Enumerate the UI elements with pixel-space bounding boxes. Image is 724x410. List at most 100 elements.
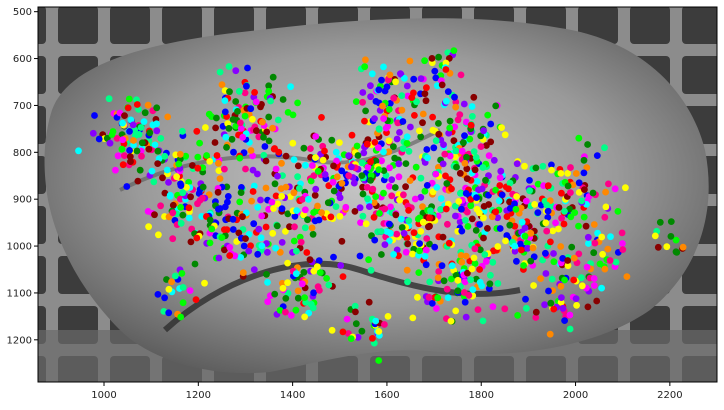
scatter-point	[216, 68, 224, 76]
scatter-point	[179, 189, 187, 197]
scatter-point	[442, 66, 450, 73]
scatter-point	[505, 185, 512, 193]
scatter-point	[367, 172, 375, 179]
scatter-point	[237, 119, 244, 127]
scatter-point	[237, 124, 245, 132]
scatter-point	[400, 191, 407, 199]
scatter-point	[470, 148, 478, 156]
scatter-point	[456, 169, 464, 177]
scatter-point	[151, 211, 158, 219]
scatter-point	[421, 90, 429, 98]
scatter-point	[328, 136, 336, 144]
scatter-point	[192, 296, 200, 303]
scatter-point	[182, 152, 190, 160]
scatter-point	[468, 265, 476, 273]
scatter-point	[247, 105, 255, 113]
scatter-point	[487, 271, 494, 279]
scatter-point	[359, 89, 367, 96]
scatter-point	[518, 218, 526, 226]
scatter-point	[348, 131, 356, 139]
scatter-point	[416, 127, 423, 135]
scatter-point	[471, 245, 479, 253]
scatter-point	[314, 202, 321, 210]
scatter-point	[433, 305, 440, 312]
scatter-point	[312, 154, 319, 162]
scatter-point	[297, 238, 305, 246]
scatter-point	[218, 81, 226, 88]
scatter-point	[589, 189, 597, 197]
scatter-point	[581, 186, 588, 194]
scatter-point	[407, 123, 414, 131]
scatter-point	[316, 287, 323, 294]
scatter-point	[428, 300, 436, 307]
scatter-point	[153, 104, 161, 112]
scatter-point	[532, 314, 540, 321]
scatter-point	[419, 119, 426, 127]
scatter-point	[547, 238, 554, 246]
scatter-point	[481, 251, 489, 258]
scatter-point	[484, 225, 491, 232]
x-tick-label: 2000	[563, 390, 588, 401]
scatter-point	[423, 235, 431, 242]
scatter-point	[293, 207, 301, 215]
scatter-point	[521, 232, 529, 240]
scatter-point	[336, 139, 343, 147]
scatter-point	[513, 193, 520, 200]
scatter-point	[370, 199, 378, 207]
scatter-point	[380, 148, 387, 156]
scatter-point	[378, 251, 385, 258]
scatter-point	[354, 333, 362, 341]
scatter-point	[557, 299, 565, 306]
scatter-point	[458, 258, 466, 266]
scatter-point	[384, 313, 392, 320]
scatter-point	[496, 182, 504, 189]
scatter-point	[572, 170, 580, 177]
scatter-point	[513, 160, 521, 168]
scatter-point	[575, 250, 583, 258]
scatter-point	[244, 64, 251, 72]
scatter-point	[206, 239, 214, 247]
scatter-point	[186, 287, 194, 294]
scatter-point	[417, 174, 425, 182]
scatter-point	[178, 270, 186, 277]
scatter-point	[558, 214, 565, 222]
scatter-point	[353, 142, 361, 150]
scatter-point	[591, 239, 599, 247]
scatter-point	[385, 106, 393, 113]
scatter-point	[269, 124, 276, 132]
scatter-point	[479, 317, 487, 325]
scatter-point	[506, 221, 514, 229]
scatter-point	[275, 148, 283, 156]
scatter-point	[153, 127, 161, 135]
scatter-point	[416, 240, 423, 248]
scatter-point	[375, 166, 383, 174]
scatter-point	[477, 143, 485, 151]
scatter-point	[392, 211, 400, 219]
scatter-point	[414, 293, 421, 301]
scatter-point	[203, 152, 211, 159]
scatter-point	[469, 113, 476, 120]
scatter-point	[567, 213, 575, 221]
scatter-point	[323, 275, 330, 282]
scatter-point	[165, 285, 173, 293]
scatter-point	[544, 214, 552, 221]
scatter-point	[513, 257, 520, 265]
scatter-point	[258, 101, 265, 108]
scatter-point	[543, 201, 551, 209]
scatter-point	[150, 178, 158, 186]
scatter-point	[354, 152, 362, 159]
y-tick-label: 600	[13, 54, 32, 65]
scatter-point	[294, 99, 301, 107]
scatter-point	[267, 97, 274, 105]
scatter-point	[437, 195, 445, 202]
scatter-point	[232, 67, 240, 75]
scatter-point	[282, 295, 290, 302]
scatter-point	[548, 275, 556, 283]
scatter-point	[514, 312, 521, 319]
scatter-point	[133, 147, 141, 155]
y-axis: 500 600 700 800 900 1000 1100 1200	[7, 7, 38, 346]
scatter-point	[409, 250, 416, 258]
scatter-point	[130, 137, 137, 144]
scatter-point	[426, 240, 433, 248]
scatter-point	[487, 120, 495, 128]
